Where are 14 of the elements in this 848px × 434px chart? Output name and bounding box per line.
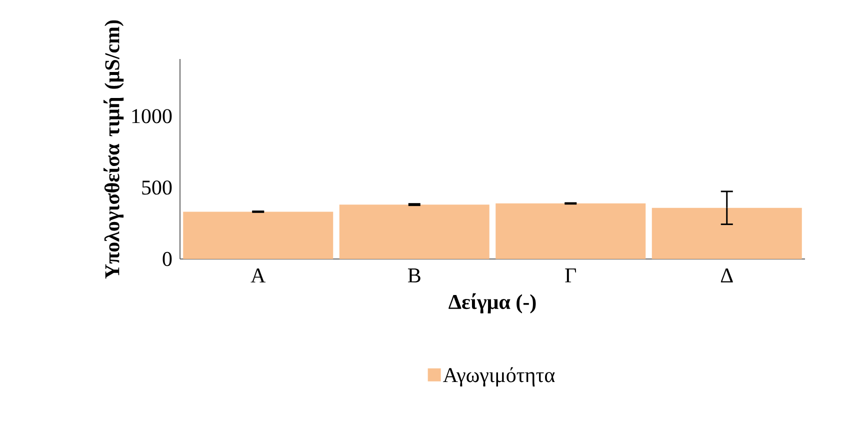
y-tick-label: 1000 (132, 109, 172, 124)
y-axis-title: Υπολογισθείσα τιμή (μS/cm) (104, 20, 124, 279)
bar (652, 208, 802, 259)
bar (183, 212, 334, 259)
x-tick-label: Γ (565, 268, 576, 282)
y-tick-label: 0 (162, 252, 172, 266)
y-tick-label: 500 (142, 180, 172, 195)
x-tick-label: Δ (720, 268, 733, 282)
legend-label: Αγωγιμότητα (443, 367, 555, 386)
x-tick-label: B (408, 268, 420, 282)
x-tick-label: A (250, 268, 266, 282)
bar (339, 204, 490, 259)
bar (496, 203, 646, 259)
x-axis-title: Δείγμα (-) (448, 293, 536, 314)
